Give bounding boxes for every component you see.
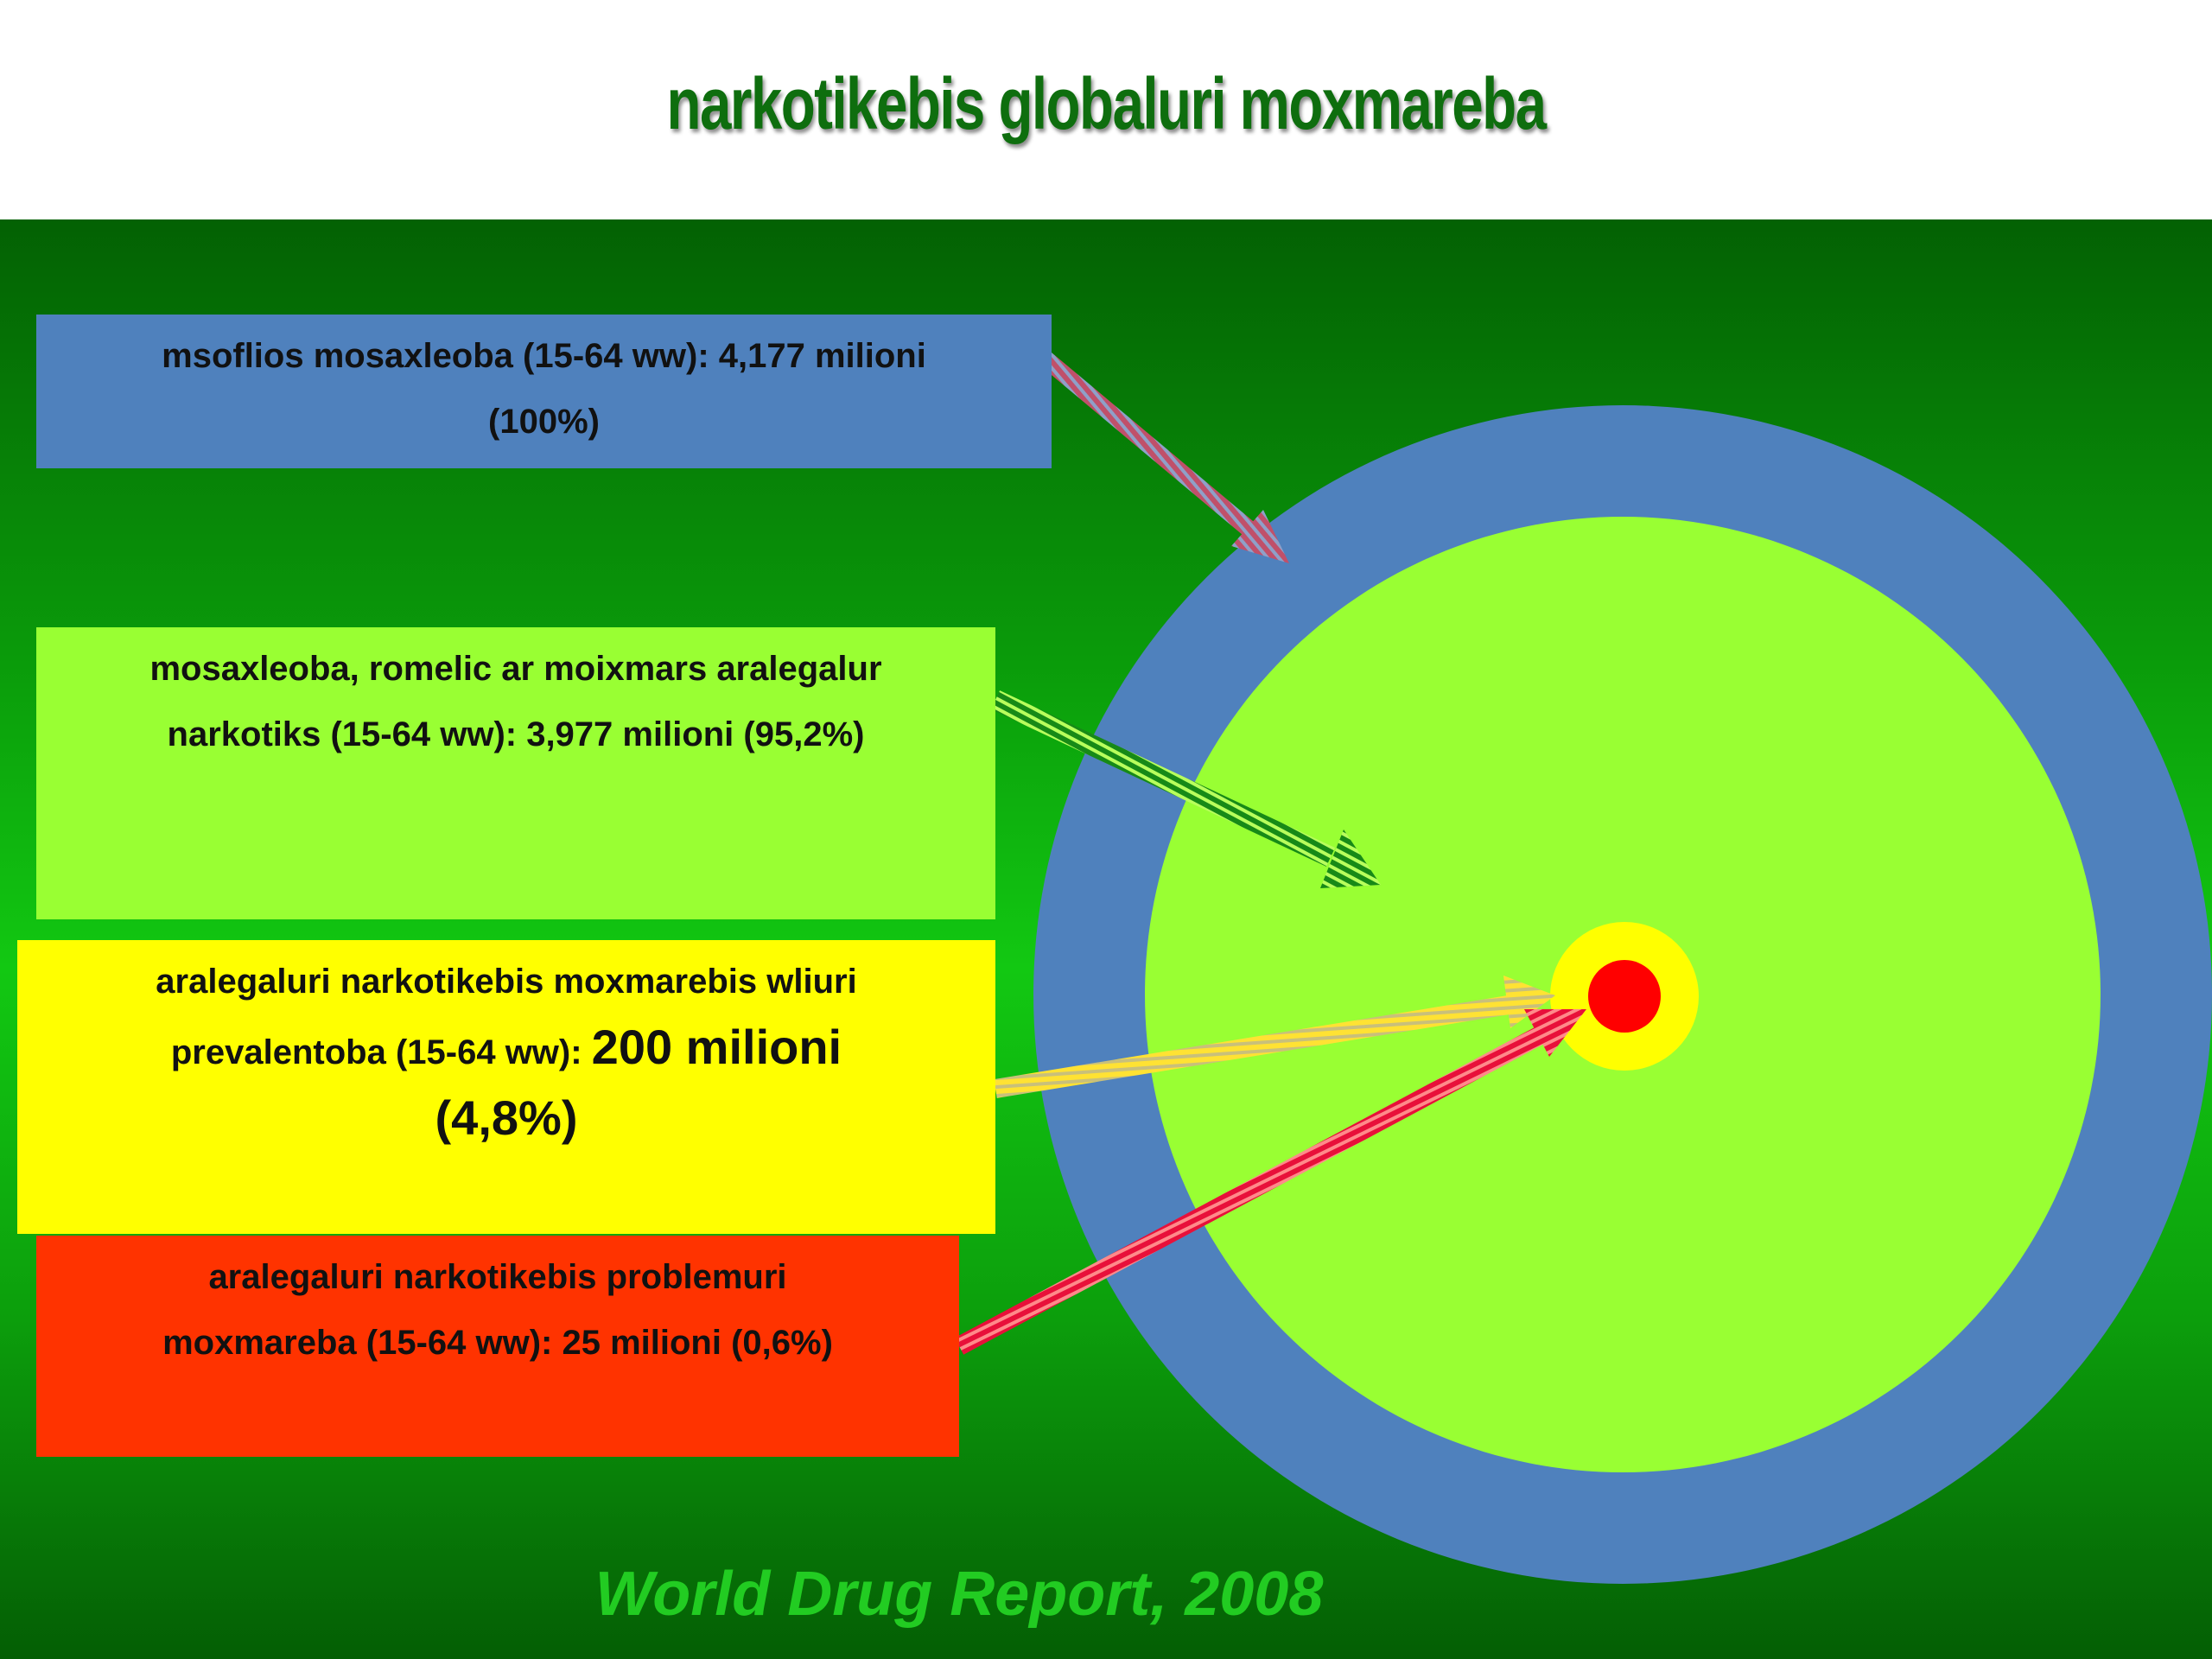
box-problem-users: aralegaluri narkotikebis problemuri moxm…	[36, 1236, 959, 1457]
box-world-population: msoflios mosaxleoba (15-64 ww): 4,177 mi…	[36, 315, 1052, 468]
population-line1: msoflios mosaxleoba (15-64 ww): 4,177 mi…	[162, 337, 926, 375]
users-line2-value: 200 milioni	[591, 1020, 842, 1074]
problem-line2: moxmareba (15-64 ww): 25 milioni (0,6%)	[162, 1324, 833, 1362]
arrow-nonusers	[990, 690, 1381, 888]
users-line3: (4,8%)	[435, 1090, 578, 1145]
nonusers-line1: mosaxleoba, romelic ar moixmars aralegal…	[149, 650, 882, 688]
box-drug-users: aralegaluri narkotikebis moxmarebis wliu…	[17, 940, 995, 1234]
target-diagram	[954, 348, 2212, 1584]
users-line2: prevalentoba (15-64 ww): 200 milioni	[17, 1014, 995, 1085]
arrow-problem	[954, 1009, 1586, 1355]
arrow-population	[1035, 348, 1289, 563]
arrow-users	[994, 976, 1555, 1098]
users-line2-prefix: prevalentoba (15-64 ww):	[170, 1033, 592, 1071]
source-citation: World Drug Report, 2008	[594, 1560, 1324, 1629]
slide-body: msoflios mosaxleoba (15-64 ww): 4,177 mi…	[0, 219, 2212, 1659]
box-non-users: mosaxleoba, romelic ar moixmars aralegal…	[36, 627, 995, 919]
ring-problem	[1588, 960, 1661, 1033]
page-title: narkotikebis globaluri moxmareba	[666, 63, 1547, 144]
nonusers-line2: narkotiks (15-64 ww): 3,977 milioni (95,…	[167, 715, 865, 753]
population-line2: (100%)	[488, 403, 600, 441]
header: narkotikebis globaluri moxmareba	[0, 0, 2212, 219]
problem-line1: aralegaluri narkotikebis problemuri	[208, 1258, 787, 1296]
users-line1: aralegaluri narkotikebis moxmarebis wliu…	[156, 963, 857, 1001]
